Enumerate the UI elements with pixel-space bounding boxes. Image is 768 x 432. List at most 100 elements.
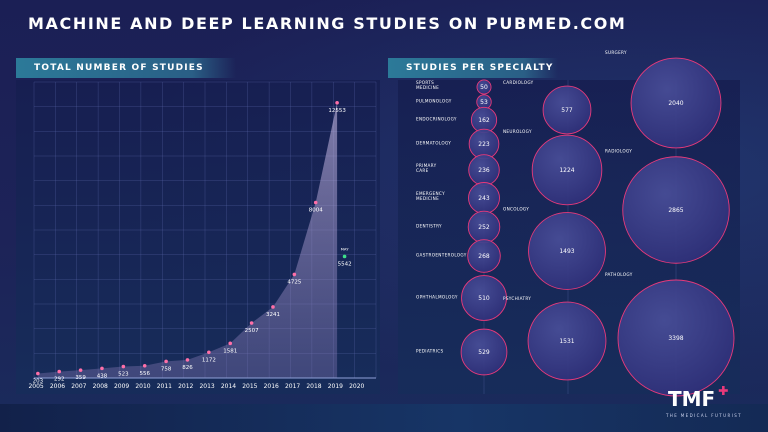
highlight-point: [342, 254, 347, 259]
x-tick-label: 2006: [50, 383, 65, 390]
data-point: [185, 358, 190, 362]
bubble-label: DERMATOLOGY: [416, 141, 451, 146]
bubble-label: EMERGENCY MEDICINE: [416, 191, 445, 201]
data-label: 4725: [287, 279, 301, 285]
bubble-sports-medicine: 50 SPORTS MEDICINE: [416, 79, 492, 95]
data-label: 3241: [266, 312, 280, 318]
bubble-label: PRIMARY CARE: [416, 163, 437, 173]
data-label: 203: [33, 379, 44, 385]
x-tick-label: 2016: [264, 383, 279, 390]
x-tick-label: 2015: [242, 383, 257, 390]
logo-tagline: THE MEDICAL FUTURIST: [665, 413, 742, 418]
x-tick-label: 2008: [93, 383, 108, 390]
data-label: 292: [54, 377, 65, 383]
bubble-label: ONCOLOGY: [503, 207, 529, 212]
x-tick-label: 2010: [135, 383, 150, 390]
bubble-dentistry: 252 DENTISTRY: [416, 210, 501, 244]
bubble-value: 2040: [668, 100, 683, 107]
section-title-total-studies: TOTAL NUMBER OF STUDIES: [16, 58, 236, 78]
data-point: [100, 366, 104, 371]
bubble-value: 1531: [559, 338, 574, 345]
bubble-label: PSYCHIATRY: [503, 296, 531, 301]
bubble-oncology: 1493 ONCOLOGY: [503, 207, 606, 290]
bubble-value: 223: [478, 141, 490, 148]
data-point: [164, 359, 168, 364]
bubble-label: SPORTS MEDICINE: [416, 80, 439, 90]
logo-text: TMF: [668, 387, 715, 411]
data-point: [271, 305, 275, 309]
x-tick-label: 2007: [71, 383, 86, 390]
bubble-value: 243: [478, 195, 490, 202]
bubble-value: 162: [478, 117, 490, 124]
data-point: [57, 369, 62, 374]
x-tick-label: 2014: [221, 383, 236, 390]
bubble-neurology: 1224 NEUROLOGY: [503, 129, 603, 206]
x-tick-label: 2013: [199, 383, 214, 390]
data-point: [78, 368, 83, 372]
bubble-label: GASTROENTEROLOGY: [416, 253, 467, 258]
bubble-pulmonology: 53 PULMONOLOGY: [416, 94, 492, 110]
data-label: 12553: [328, 108, 346, 114]
data-label: 2507: [245, 328, 259, 334]
bubble-label: ENDOCRINOLOGY: [416, 117, 457, 122]
bottom-band: [0, 404, 768, 432]
data-point: [228, 341, 233, 346]
data-point: [121, 364, 126, 369]
bubble-label: DENTISTRY: [416, 224, 442, 229]
bubble-circle: [467, 239, 501, 273]
data-point: [207, 350, 211, 355]
bubble-pediatrics: 529 PEDIATRICS: [416, 328, 508, 376]
area-fill: [37, 102, 338, 378]
bubble-circle: [531, 134, 603, 206]
bubble-circle: [617, 279, 735, 397]
data-point: [36, 371, 40, 376]
bubble-label: CARDIOLOGY: [503, 80, 534, 85]
bubble-primary-care: 236 PRIMARY CARE: [416, 154, 500, 186]
bubble-value: 50: [480, 84, 488, 91]
bubble-label: PEDIATRICS: [416, 349, 443, 354]
data-label: 556: [139, 371, 150, 377]
x-tick-label: 2019: [328, 383, 343, 390]
bubble-gastroenterology: 268 GASTROENTEROLOGY: [416, 239, 501, 273]
data-point: [142, 364, 147, 368]
highlight-value: 5542: [338, 261, 352, 267]
bubble-value: 577: [561, 107, 573, 114]
x-tick-label: 2018: [306, 383, 321, 390]
bubble-ophthalmology: 510 OPHTHALMOLOGY: [416, 275, 507, 321]
data-point: [335, 100, 339, 105]
data-point: [292, 272, 297, 277]
data-point: [249, 321, 254, 325]
bubble-dermatology: 223 DERMATOLOGY: [416, 128, 500, 160]
bubble-pathology: 3398 PATHOLOGY: [605, 272, 735, 397]
bubble-value: 268: [478, 253, 490, 260]
bubble-label: RADIOLOGY: [605, 149, 632, 154]
data-label: 523: [118, 372, 129, 378]
bubble-label: PULMONOLOGY: [416, 99, 452, 104]
x-tick-label: 2017: [285, 383, 300, 390]
data-label: 438: [97, 373, 108, 379]
x-tick-label: 2020: [349, 383, 364, 390]
bubble-circle: [460, 328, 508, 376]
bubble-circle: [527, 301, 607, 381]
bubble-circle: [461, 275, 507, 321]
data-label: 359: [75, 375, 86, 381]
x-tick-label: 2009: [114, 383, 129, 390]
bubble-circle: [542, 85, 592, 135]
highlight-label: MAY: [341, 246, 350, 251]
bubble-circle: [476, 79, 492, 95]
data-label: 1581: [223, 348, 237, 354]
x-tick-label: 2005: [28, 383, 43, 390]
bubble-radiology: 2865 RADIOLOGY: [605, 149, 730, 264]
bubble-label: NEUROLOGY: [503, 129, 532, 134]
x-tick-label: 2012: [178, 383, 193, 390]
page-title: MACHINE AND DEEP LEARNING STUDIES ON PUB…: [28, 14, 627, 33]
bubble-psychiatry: 1531 PSYCHIATRY: [503, 296, 607, 381]
bubble-emergency-medicine: 243 EMERGENCY MEDICINE: [416, 182, 500, 214]
bubble-circle: [528, 212, 606, 290]
bubble-value: 53: [480, 99, 488, 106]
bubble-label: PATHOLOGY: [605, 272, 633, 277]
bubble-value: 529: [478, 349, 490, 356]
bubble-value: 1493: [559, 248, 574, 255]
